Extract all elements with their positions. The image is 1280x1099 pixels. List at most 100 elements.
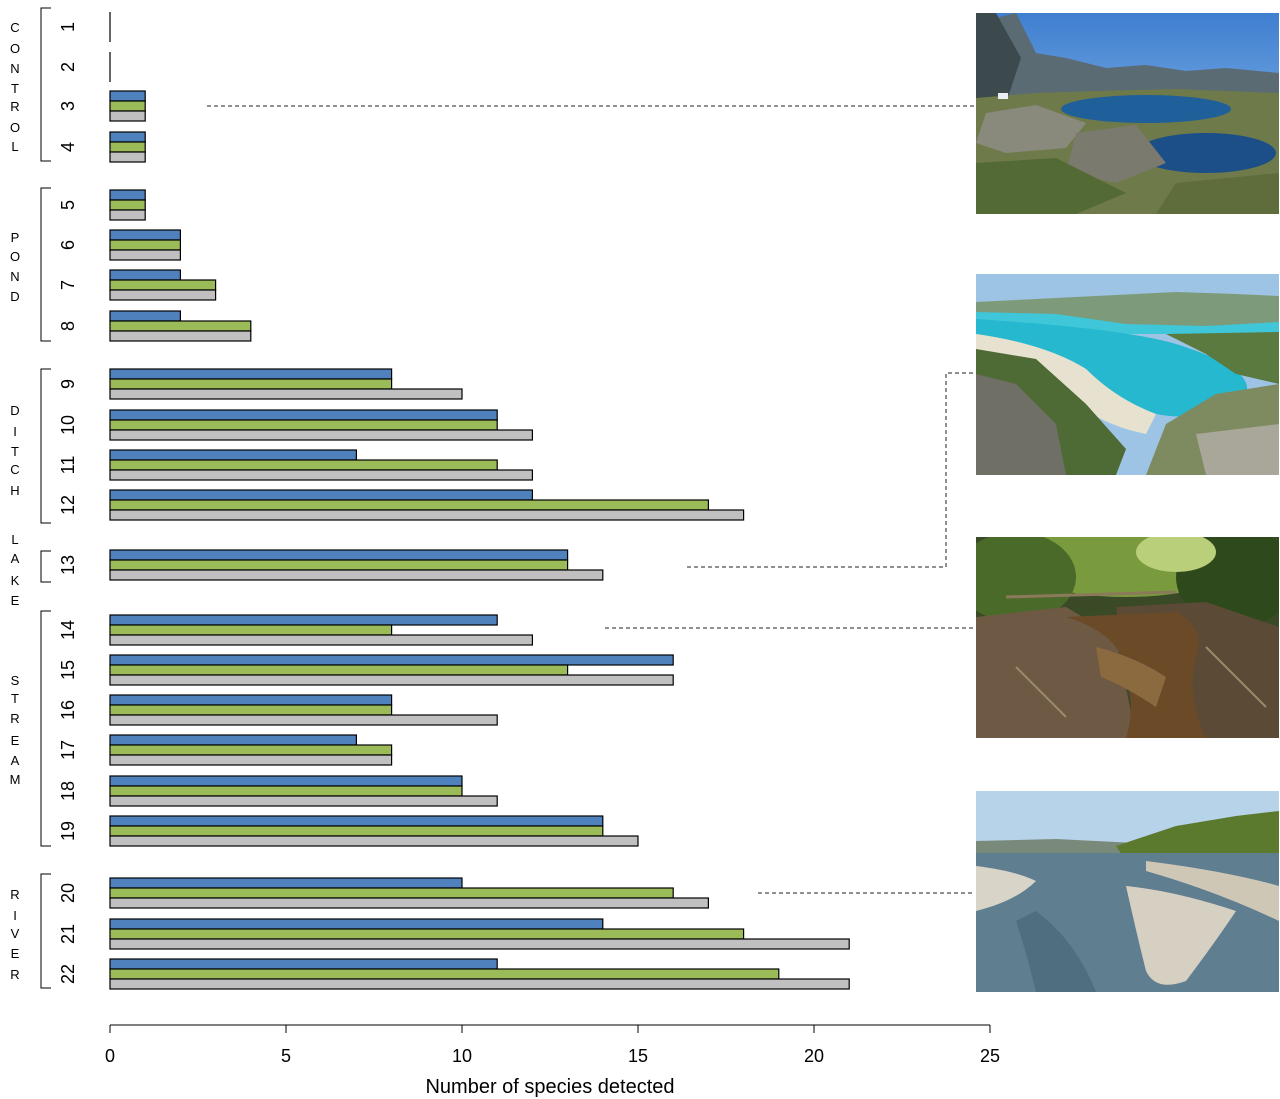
site-label-11: 11 [58,456,78,475]
forest-stream-photo [976,537,1279,738]
leader-large-lake [687,373,975,567]
river-photo [976,791,1279,992]
bar-site-4-series-1 [110,132,145,142]
bar-site-22-series-3 [110,979,849,989]
bar-site-17-series-3 [110,755,392,765]
site-label-9: 9 [58,379,78,389]
bar-site-17-series-1 [110,735,356,745]
bar-site-4-series-2 [110,142,145,152]
bars [110,12,849,989]
bar-site-18-series-3 [110,796,497,806]
bar-site-6-series-3 [110,250,180,260]
bracket-ditch [41,369,51,523]
site-label-22: 22 [58,964,78,984]
bracket-control [41,8,51,161]
bar-site-8-series-3 [110,331,251,341]
bracket-pond [41,188,51,341]
site-label-6: 6 [58,240,78,250]
bar-site-10-series-1 [110,410,497,420]
site-label-13: 13 [58,555,78,575]
bar-site-17-series-2 [110,745,392,755]
bar-site-12-series-1 [110,490,532,500]
bar-site-22-series-1 [110,959,497,969]
bar-site-16-series-3 [110,715,497,725]
bar-site-13-series-3 [110,570,603,580]
bar-site-10-series-2 [110,420,497,430]
bar-site-7-series-1 [110,270,180,280]
bar-site-11-series-1 [110,450,356,460]
bar-site-12-series-2 [110,500,708,510]
site-label-7: 7 [58,280,78,290]
site-label-18: 18 [58,781,78,801]
bar-site-19-series-3 [110,836,638,846]
bracket-stream [41,611,51,846]
bar-site-6-series-2 [110,240,180,250]
x-tick-label-0: 0 [105,1046,115,1066]
bar-site-15-series-3 [110,675,673,685]
site-label-15: 15 [58,660,78,680]
group-brackets: C O N T R O L P O N D D I T C H L A K E S T R E A M R I V E R [10,8,51,988]
x-tick-label-5: 5 [281,1046,291,1066]
bar-site-5-series-3 [110,210,145,220]
x-axis-label: Number of species detected [425,1076,674,1098]
x-tick-label-15: 15 [628,1046,648,1066]
bar-site-21-series-2 [110,929,744,939]
bar-site-3-series-3 [110,111,145,121]
bar-site-6-series-1 [110,230,180,240]
bar-site-22-series-2 [110,969,779,979]
large-lake-photo [976,274,1279,475]
bar-site-16-series-1 [110,695,392,705]
bar-site-14-series-3 [110,635,532,645]
bar-site-15-series-1 [110,655,673,665]
bar-site-19-series-2 [110,826,603,836]
bar-site-3-series-1 [110,91,145,101]
site-label-3: 3 [58,101,78,111]
site-label-1: 1 [58,22,78,32]
x-tick-label-10: 10 [452,1046,472,1066]
x-axis: 0 5 10 15 20 25 [105,1025,1000,1066]
bar-site-8-series-1 [110,311,180,321]
x-tick-label-25: 25 [980,1046,1000,1066]
bar-site-8-series-2 [110,321,251,331]
bar-site-7-series-2 [110,280,216,290]
site-label-14: 14 [58,620,78,640]
site-label-16: 16 [58,700,78,720]
bar-site-18-series-2 [110,786,462,796]
bar-site-3-series-2 [110,101,145,111]
site-label-2: 2 [58,62,78,72]
bar-site-15-series-2 [110,665,568,675]
site-label-19: 19 [58,821,78,841]
site-label-10: 10 [58,415,78,435]
site-label-5: 5 [58,200,78,210]
group-label-stream: STREAM [10,673,21,787]
bar-site-19-series-1 [110,816,603,826]
bracket-lake [41,551,51,582]
bar-site-9-series-1 [110,369,392,379]
mountain-lake-photo [976,13,1279,214]
bar-site-14-series-1 [110,615,497,625]
site-label-20: 20 [58,883,78,903]
bar-site-5-series-1 [110,190,145,200]
bar-site-5-series-2 [110,200,145,210]
bar-site-20-series-2 [110,888,673,898]
bar-site-20-series-3 [110,898,708,908]
bar-site-13-series-2 [110,560,568,570]
x-tick-label-20: 20 [804,1046,824,1066]
bar-site-21-series-1 [110,919,603,929]
bar-site-13-series-1 [110,550,568,560]
bar-site-4-series-3 [110,152,145,162]
bar-site-10-series-3 [110,430,532,440]
site-label-8: 8 [58,321,78,331]
bar-site-7-series-3 [110,290,216,300]
site-label-21: 21 [58,924,78,944]
bar-site-11-series-3 [110,470,532,480]
bar-site-9-series-3 [110,389,462,399]
bar-site-14-series-2 [110,625,392,635]
bar-site-11-series-2 [110,460,497,470]
bar-site-12-series-3 [110,510,744,520]
